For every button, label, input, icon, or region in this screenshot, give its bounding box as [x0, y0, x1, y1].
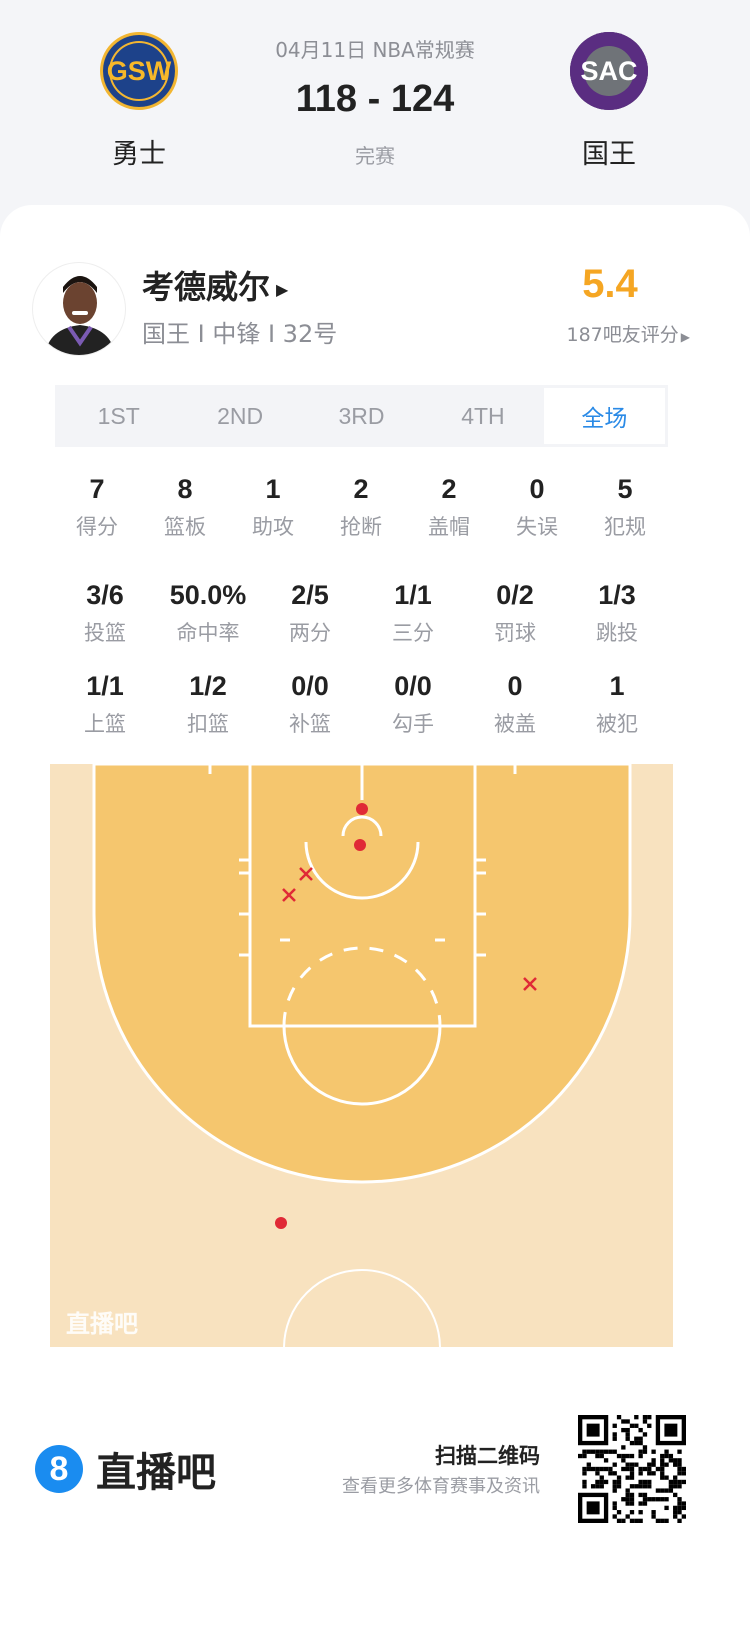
- stat-label: 投篮: [84, 621, 126, 645]
- stat-label: 被盖: [494, 712, 536, 736]
- stat-value: 1: [265, 474, 281, 504]
- stat-value: 1/3: [598, 580, 636, 610]
- stat-助攻: 1 助攻: [218, 474, 328, 541]
- scan-qr-subtitle: 查看更多体育赛事及资讯: [342, 1476, 540, 1497]
- rating-link[interactable]: 187吧友评分 ▶: [566, 324, 691, 346]
- stat-value: 50.0%: [169, 580, 247, 610]
- stat-label: 两分: [289, 621, 331, 645]
- missed-shot-marker: [299, 867, 313, 881]
- stat-value: 0: [529, 474, 545, 504]
- stat-label: 扣篮: [187, 712, 229, 736]
- caret-right-icon: ▶: [276, 279, 289, 299]
- stat-value: 2: [353, 474, 369, 504]
- stat-value: 1: [609, 671, 625, 701]
- period-tabs: 1ST 2ND 3RD 4TH 全场: [55, 385, 668, 447]
- stat-value: 5: [617, 474, 633, 504]
- home-team-name: 勇士: [112, 139, 166, 170]
- stat-label: 被犯: [596, 712, 638, 736]
- stat-value: 0: [507, 671, 523, 701]
- stat-value: 7: [89, 474, 105, 504]
- match-score: 118 - 124: [295, 78, 455, 120]
- stat-label: 跳投: [596, 621, 638, 645]
- tab-1st[interactable]: 1ST: [97, 402, 140, 429]
- qr-code[interactable]: [578, 1415, 686, 1523]
- three-point-area: [92, 764, 632, 1184]
- court-lines: [208, 764, 517, 1347]
- stat-value: 0/0: [291, 671, 329, 701]
- missed-shot-marker: [523, 977, 537, 991]
- stat-label: 助攻: [252, 515, 294, 539]
- stat-犯规: 5 犯规: [570, 474, 680, 541]
- stat-跳投: 1/3 跳投: [562, 580, 672, 647]
- stat-label: 三分: [392, 621, 434, 645]
- stat-得分: 7 得分: [42, 474, 152, 541]
- stat-三分: 1/1 三分: [358, 580, 468, 647]
- made-shot-marker: [356, 803, 368, 815]
- stat-投篮: 3/6 投篮: [50, 580, 160, 647]
- stat-value: 3/6: [86, 580, 124, 610]
- shot-markers: [275, 803, 537, 1229]
- stat-两分: 2/5 两分: [255, 580, 365, 647]
- away-team-name: 国王: [582, 139, 636, 170]
- brand-logo-icon: 8: [35, 1445, 83, 1493]
- shot-chart-court: 直播吧: [50, 764, 673, 1347]
- brand-name: 直播吧: [96, 1450, 216, 1496]
- match-status: 完赛: [355, 144, 395, 168]
- tab-full-game[interactable]: 全场: [543, 388, 666, 444]
- stat-label: 失误: [516, 515, 558, 539]
- player-avatar[interactable]: [32, 262, 126, 356]
- stat-label: 盖帽: [428, 515, 470, 539]
- tab-3rd[interactable]: 3RD: [338, 402, 385, 429]
- scan-qr-label: 扫描二维码: [435, 1444, 540, 1468]
- stat-篮板: 8 篮板: [130, 474, 240, 541]
- stat-补篮: 0/0 补篮: [255, 671, 365, 738]
- stat-label: 抢断: [340, 515, 382, 539]
- stat-label: 得分: [76, 515, 118, 539]
- stat-value: 8: [177, 474, 193, 504]
- stat-value: 1/2: [189, 671, 227, 701]
- stat-被犯: 1 被犯: [562, 671, 672, 738]
- stat-label: 勾手: [392, 712, 434, 736]
- stat-label: 补篮: [289, 712, 331, 736]
- missed-shot-marker: [282, 888, 296, 902]
- stat-value: 2/5: [291, 580, 329, 610]
- stat-命中率: 50.0% 命中率: [153, 580, 263, 647]
- stat-罚球: 0/2 罚球: [460, 580, 570, 647]
- stat-value: 1/1: [394, 580, 432, 610]
- stat-盖帽: 2 盖帽: [394, 474, 504, 541]
- stat-勾手: 0/0 勾手: [358, 671, 468, 738]
- made-shot-marker: [275, 1217, 287, 1229]
- stat-value: 0/0: [394, 671, 432, 701]
- stat-抢断: 2 抢断: [306, 474, 416, 541]
- stat-label: 罚球: [494, 621, 536, 645]
- stat-value: 0/2: [496, 580, 534, 610]
- stat-value: 2: [441, 474, 457, 504]
- player-info: 国王 I 中锋 I 32号: [142, 320, 338, 348]
- player-rating: 5.4: [582, 262, 638, 306]
- tab-2nd[interactable]: 2ND: [217, 402, 264, 429]
- watermark: 直播吧: [66, 1310, 138, 1338]
- player-name-link[interactable]: 考德威尔 ▶: [142, 268, 289, 306]
- stat-label: 命中率: [176, 621, 240, 645]
- gsw-team-logo[interactable]: GSW: [100, 32, 178, 110]
- stat-label: 上篮: [84, 712, 126, 736]
- stat-上篮: 1/1 上篮: [50, 671, 160, 738]
- stat-被盖: 0 被盖: [460, 671, 570, 738]
- stat-失误: 0 失误: [482, 474, 592, 541]
- caret-right-icon: ▶: [680, 330, 690, 344]
- made-shot-marker: [354, 839, 366, 851]
- sac-team-logo[interactable]: SAC: [570, 32, 648, 110]
- stat-label: 篮板: [164, 515, 206, 539]
- tab-4th[interactable]: 4TH: [461, 402, 505, 429]
- stat-value: 1/1: [86, 671, 124, 701]
- match-date-type: 04月11日 NBA常规赛: [275, 38, 475, 62]
- stat-label: 犯规: [604, 515, 646, 539]
- stat-扣篮: 1/2 扣篮: [153, 671, 263, 738]
